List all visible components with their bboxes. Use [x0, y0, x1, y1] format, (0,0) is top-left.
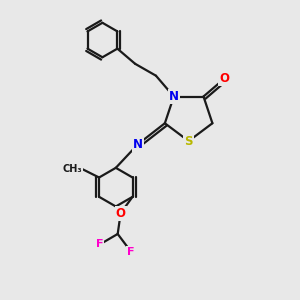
Text: N: N: [169, 90, 179, 103]
Text: F: F: [96, 239, 103, 249]
Text: O: O: [219, 72, 229, 85]
Text: CH₃: CH₃: [62, 164, 82, 174]
Text: F: F: [127, 247, 135, 257]
Text: O: O: [116, 207, 126, 220]
Text: N: N: [133, 138, 143, 151]
Text: S: S: [184, 135, 193, 148]
